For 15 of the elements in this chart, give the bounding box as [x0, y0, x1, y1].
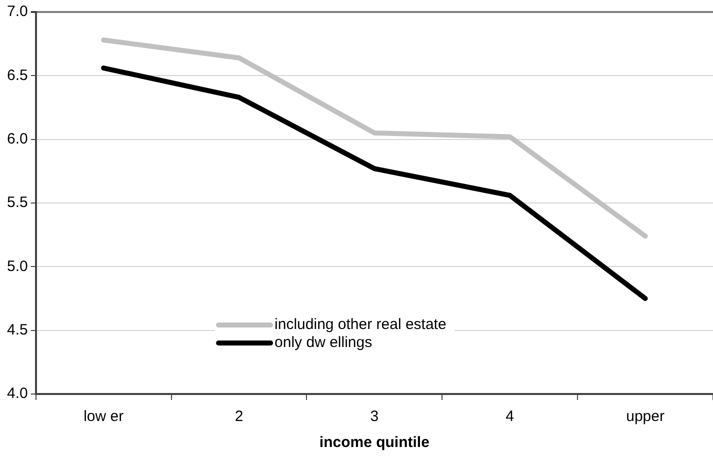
x-tick-label: upper: [626, 408, 664, 426]
x-tick-label: 3: [370, 408, 379, 426]
x-axis-title: income quintile: [319, 434, 430, 452]
x-tick-label: 4: [506, 408, 514, 426]
y-tick-label: 6.0: [6, 130, 28, 148]
legend-label: only dw ellings: [274, 334, 372, 352]
legend-label: including other real estate: [274, 316, 446, 334]
y-tick-label: 4.0: [6, 385, 28, 402]
x-tick-label: 2: [234, 408, 244, 426]
y-tick-label: 5.0: [6, 258, 28, 275]
y-tick-label: 4.5: [6, 321, 28, 338]
y-tick-label: 7.0: [6, 3, 28, 20]
y-tick-label: 6.5: [6, 66, 28, 84]
y-tick-label: 5.5: [6, 194, 28, 212]
x-tick-label: low er: [84, 408, 124, 426]
